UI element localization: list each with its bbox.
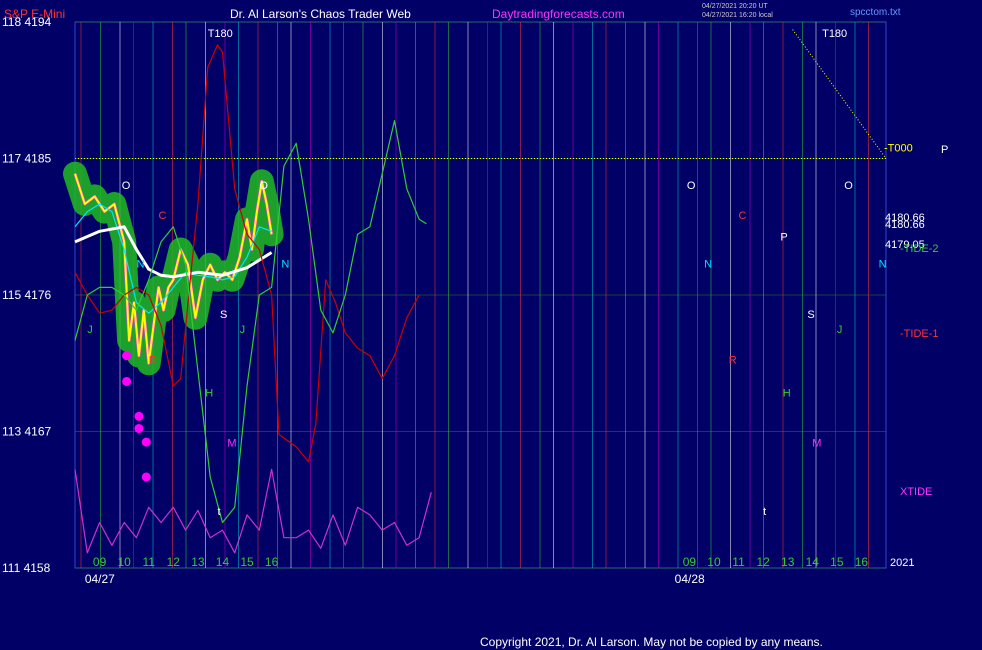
marker-dot-1 — [122, 376, 132, 386]
x-hour-label-12: 13 — [781, 555, 795, 569]
y-tick-label-0: 118 4194 — [2, 15, 51, 29]
plot-area: 118 4194 117 4185 115 4176 113 4167 111 4158… — [2, 15, 948, 586]
annotation-17: J — [87, 324, 93, 336]
x-date-label-0: 04/27 — [85, 572, 115, 586]
series-price — [74, 173, 273, 365]
x-hour-label-2: 11 — [142, 555, 155, 569]
annotation-5: O — [844, 180, 853, 192]
right-label-7: 2021 — [890, 557, 914, 569]
marker-dot-4 — [141, 437, 151, 447]
data-filename: spcctom.txt — [850, 7, 901, 18]
annotation-15: R — [149, 354, 157, 366]
annotation-12: N — [879, 259, 887, 271]
copyright-text: Copyright 2021, Dr. Al Larson. May not b… — [480, 635, 823, 649]
annotation-4: O — [687, 180, 696, 192]
annotation-19: J — [837, 324, 843, 336]
timestamp-local: 04/27/2021 16:20 local — [702, 12, 773, 19]
y-tick-label-2: 115 4176 — [2, 288, 51, 302]
annotation-2: O — [122, 180, 131, 192]
right-label-6: XTIDE — [900, 486, 932, 498]
annotation-25: t — [763, 506, 766, 518]
series-slow_avg — [74, 225, 273, 279]
annotation-24: t — [218, 506, 221, 518]
x-hour-label-6: 15 — [240, 555, 254, 569]
x-hour-label-7: 16 — [265, 555, 279, 569]
right-label-1: 4180.66 — [885, 212, 925, 224]
symbol-label: S&P E-Mini — [4, 7, 65, 21]
series-tide2 — [74, 119, 427, 524]
x-hour-label-3: 12 — [167, 555, 181, 569]
annotation-11: N — [704, 259, 712, 271]
annotation-7: C — [739, 210, 747, 222]
x-hour-label-9: 10 — [707, 555, 721, 569]
right-label-3: 4179.05 — [885, 239, 925, 251]
right-label-4: -TIDE-2 — [900, 243, 939, 255]
marker-dot-5 — [141, 472, 151, 482]
annotation-10: N — [281, 259, 289, 271]
projection-line — [792, 29, 887, 159]
x-hour-label-0: 09 — [93, 555, 107, 569]
timestamp-ut: 04/27/2021 20:20 UT — [702, 3, 768, 10]
x-date-label-1: 04/28 — [675, 572, 705, 586]
x-hour-label-13: 14 — [806, 555, 820, 569]
x-hour-label-4: 13 — [191, 555, 205, 569]
annotation-13: S — [220, 309, 227, 321]
x-hour-label-5: 14 — [216, 555, 230, 569]
x-hour-label-15: 16 — [855, 555, 869, 569]
annotation-6: C — [159, 210, 167, 222]
x-hour-label-8: 09 — [683, 555, 697, 569]
annotation-0: T180 — [208, 28, 233, 40]
x-hour-label-10: 11 — [732, 555, 745, 569]
right-label-2: 4180.66 — [885, 219, 925, 231]
annotation-21: H — [783, 388, 791, 400]
annotation-9: N — [136, 259, 144, 271]
reference-label: -T000 — [884, 143, 913, 155]
y-tick-label-1: 117 4185 — [2, 152, 51, 166]
marker-dot-2 — [134, 411, 144, 421]
annotation-23: M — [812, 438, 821, 450]
y-tick-label-3: 113 4167 — [2, 425, 51, 439]
marker-dot-3 — [134, 423, 144, 433]
annotation-14: S — [807, 309, 814, 321]
right-label-0: P — [941, 144, 948, 156]
marker-dot-0 — [122, 351, 132, 361]
annotation-8: P — [780, 231, 787, 243]
right-label-5: -TIDE-1 — [900, 328, 939, 340]
x-hour-label-14: 15 — [830, 555, 844, 569]
annotation-16: R — [729, 354, 737, 366]
author-title: Dr. Al Larson's Chaos Trader Web — [230, 7, 411, 21]
series-tide1 — [74, 44, 420, 463]
y-tick-label-4: 111 4158 — [2, 561, 51, 575]
x-hour-label-1: 10 — [117, 555, 131, 569]
x-hour-label-11: 12 — [756, 555, 770, 569]
series-xtide — [74, 468, 432, 554]
annotation-18: J — [240, 324, 246, 336]
annotation-3: O — [259, 180, 268, 192]
site-link[interactable]: Daytradingforecasts.com — [492, 7, 625, 21]
annotation-1: T180 — [822, 28, 847, 40]
annotation-20: H — [205, 388, 213, 400]
annotation-22: M — [227, 438, 236, 450]
